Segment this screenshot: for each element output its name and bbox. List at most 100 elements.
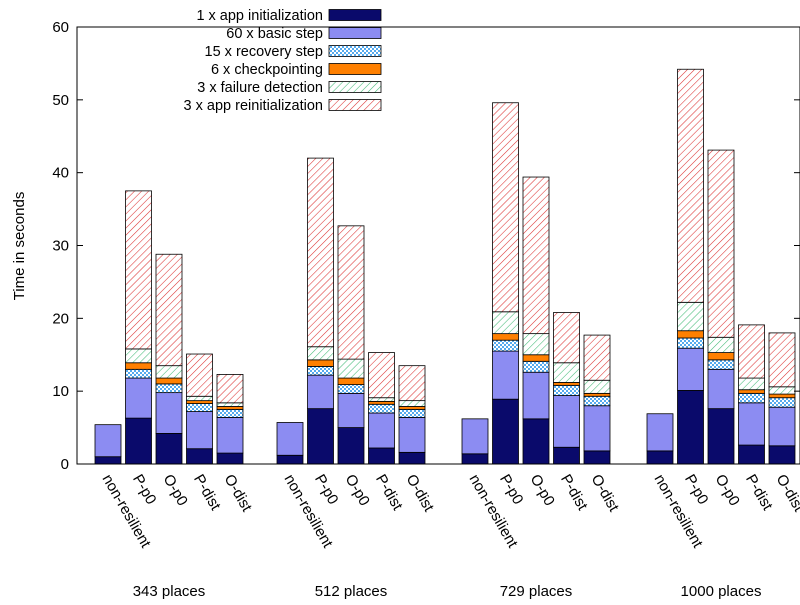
- bar-segment: [492, 350, 519, 400]
- x-tick-label: P-dist: [372, 472, 406, 514]
- bar-segment: [492, 339, 519, 352]
- bar-segment: [677, 301, 704, 332]
- bar-segment: [368, 400, 395, 405]
- legend-label: 6 x checkpointing: [211, 62, 323, 78]
- bar-segment: [276, 454, 304, 465]
- bar-segment: [707, 336, 735, 353]
- bar-segment: [155, 392, 183, 434]
- legend-swatch: [328, 45, 382, 57]
- bar-segment: [768, 406, 796, 447]
- bar-segment: [398, 408, 426, 418]
- bar-segment: [186, 353, 213, 397]
- bar-segment: [398, 451, 426, 465]
- y-tick-label: 30: [52, 238, 69, 255]
- bar-segment: [337, 377, 365, 386]
- bar-segment: [155, 253, 183, 367]
- axes-layer: 0 10 20 30 40 50 60: [52, 19, 800, 473]
- bar-segment: [368, 403, 395, 414]
- bar-segment: [677, 347, 704, 391]
- bar-segment: [216, 408, 244, 418]
- bar-segment: [307, 366, 334, 376]
- bar-segment: [125, 362, 152, 370]
- legend-label: 15 x recovery step: [205, 44, 323, 60]
- bar-segment: [553, 446, 580, 465]
- bar-segment: [368, 397, 395, 402]
- bar-segment: [677, 390, 704, 465]
- bar-segment: [768, 332, 796, 388]
- bar-segment: [307, 408, 334, 465]
- y-tick-label: 50: [52, 92, 69, 109]
- legend-swatch: [328, 81, 382, 93]
- y-tick-label: 0: [61, 456, 69, 473]
- bar-segment: [186, 411, 213, 450]
- bar-segment: [583, 450, 611, 465]
- bar-segment: [768, 397, 796, 408]
- bar-segment: [522, 354, 550, 362]
- group-label: 729 places: [500, 583, 573, 600]
- bar-segment: [492, 398, 519, 465]
- bar-segment: [553, 382, 580, 386]
- bar-segment: [738, 324, 765, 379]
- bar-segment: [583, 379, 611, 394]
- bar-segment: [186, 400, 213, 404]
- x-tick-label: P-p0: [496, 472, 527, 508]
- bar-segment: [307, 157, 334, 348]
- bar-segment: [155, 365, 183, 379]
- legend-swatch: [328, 63, 382, 75]
- bar-segment: [553, 384, 580, 396]
- x-tick-label: P-dist: [742, 472, 776, 514]
- bar-segment: [307, 359, 334, 367]
- bar-segment: [738, 377, 765, 391]
- bar-segment: [677, 337, 704, 349]
- bar-segment: [155, 377, 183, 385]
- bar-segment: [398, 365, 426, 402]
- x-tick-label: O-dist: [773, 472, 800, 516]
- bar-segment: [398, 406, 426, 410]
- y-axis-label: Time in seconds: [11, 192, 28, 301]
- bar-segment: [337, 384, 365, 394]
- bar-segment: [337, 392, 365, 428]
- bar-segment: [707, 359, 735, 370]
- bar-segment: [522, 333, 550, 356]
- bar-segment: [461, 453, 489, 465]
- group-label: 343 places: [133, 583, 206, 600]
- bar-segment: [707, 368, 735, 410]
- bar-segment: [186, 403, 213, 412]
- bar-segment: [522, 360, 550, 373]
- bar-segment: [707, 408, 735, 465]
- y-tick-label: 40: [52, 165, 69, 182]
- bar-segment: [768, 386, 796, 395]
- bar-segment: [125, 417, 152, 465]
- bar-segment: [94, 424, 122, 458]
- bar-segment: [768, 393, 796, 399]
- legend-swatch: [328, 27, 382, 39]
- x-tick-label: P-p0: [681, 472, 712, 508]
- bar-segment: [553, 395, 580, 448]
- legend-label: 60 x basic step: [226, 26, 323, 42]
- bar-segment: [125, 368, 152, 379]
- bar-segment: [216, 402, 244, 407]
- bar-segment: [398, 416, 426, 453]
- bar-segment: [768, 445, 796, 465]
- bar-segment: [583, 392, 611, 397]
- bar-segment: [522, 176, 550, 335]
- bar-segment: [155, 433, 183, 465]
- bar-segment: [461, 418, 489, 455]
- bar-segment: [398, 400, 426, 407]
- bar-segment: [583, 395, 611, 407]
- bar-segment: [125, 190, 152, 350]
- x-tick-label: O-p0: [160, 472, 191, 509]
- bar-segment: [276, 422, 304, 456]
- y-tick-label: 60: [52, 19, 69, 36]
- legend-label: 1 x app initialization: [196, 8, 323, 24]
- bar-segment: [492, 102, 519, 313]
- legend-label: 3 x failure detection: [197, 80, 323, 96]
- bar-segment: [155, 383, 183, 394]
- legend-swatch: [328, 9, 382, 21]
- bar-segment: [492, 333, 519, 341]
- group-label: 512 places: [315, 583, 388, 600]
- x-tick-label: O-dist: [221, 472, 256, 516]
- bar-segment: [522, 371, 550, 420]
